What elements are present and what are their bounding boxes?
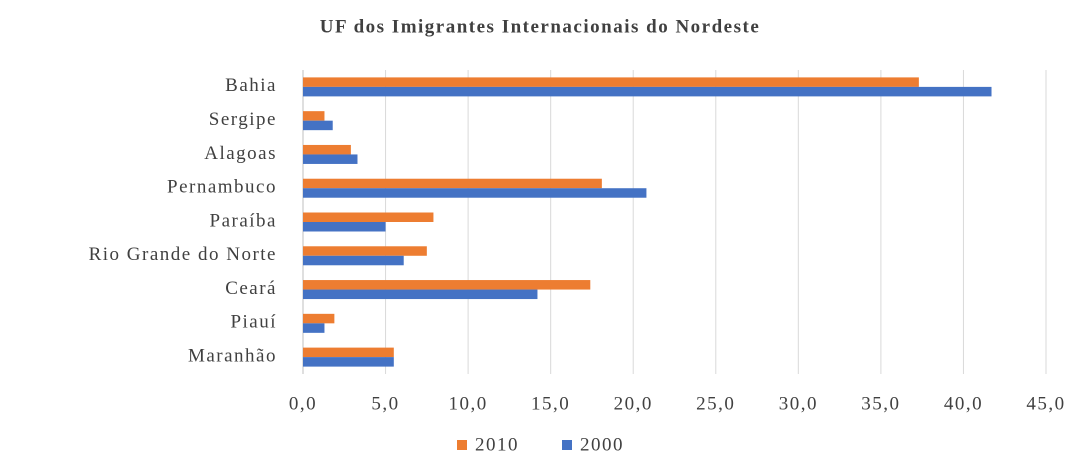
y-tick-label: Bahia <box>225 75 277 96</box>
x-tick-label: 40,0 <box>944 393 983 414</box>
y-tick-label: Paraíba <box>210 210 277 231</box>
bar <box>303 120 333 131</box>
x-tick-label: 5,0 <box>371 393 399 414</box>
bar <box>303 111 325 121</box>
bar <box>303 178 602 189</box>
bar <box>303 313 335 324</box>
legend-swatch <box>457 440 467 450</box>
bar <box>303 188 647 198</box>
legend-label: 2000 <box>580 434 624 455</box>
chart-title: UF dos Imigrantes Internacionais do Nord… <box>320 16 761 37</box>
y-tick-label: Pernambuco <box>167 177 277 198</box>
bar <box>303 255 404 266</box>
x-tick-label: 0,0 <box>289 393 317 414</box>
x-tick-label: 20,0 <box>614 393 653 414</box>
bar <box>303 289 538 300</box>
x-tick-label: 10,0 <box>448 393 487 414</box>
legend-label: 2010 <box>475 434 519 455</box>
bar <box>303 212 434 222</box>
bar <box>303 77 919 87</box>
bar <box>303 357 394 367</box>
y-tick-label: Maranhão <box>188 345 277 366</box>
y-tick-label: Piauí <box>230 312 277 333</box>
bar <box>303 323 325 333</box>
y-tick-label: Sergipe <box>209 109 277 130</box>
x-tick-label: 35,0 <box>861 393 900 414</box>
bar <box>303 246 427 256</box>
bar <box>303 347 394 358</box>
y-tick-label: Ceará <box>225 278 277 299</box>
x-tick-label: 45,0 <box>1026 393 1065 414</box>
bar <box>303 154 358 164</box>
bar <box>303 86 992 97</box>
x-tick-label: 15,0 <box>531 393 570 414</box>
bar <box>303 280 591 290</box>
y-tick-label: Alagoas <box>204 143 277 164</box>
legend-swatch <box>562 440 572 450</box>
y-tick-label: Rio Grande do Norte <box>89 244 277 265</box>
bar <box>303 222 386 232</box>
bar <box>303 144 351 155</box>
x-tick-label: 25,0 <box>696 393 735 414</box>
x-tick-label: 30,0 <box>779 393 818 414</box>
